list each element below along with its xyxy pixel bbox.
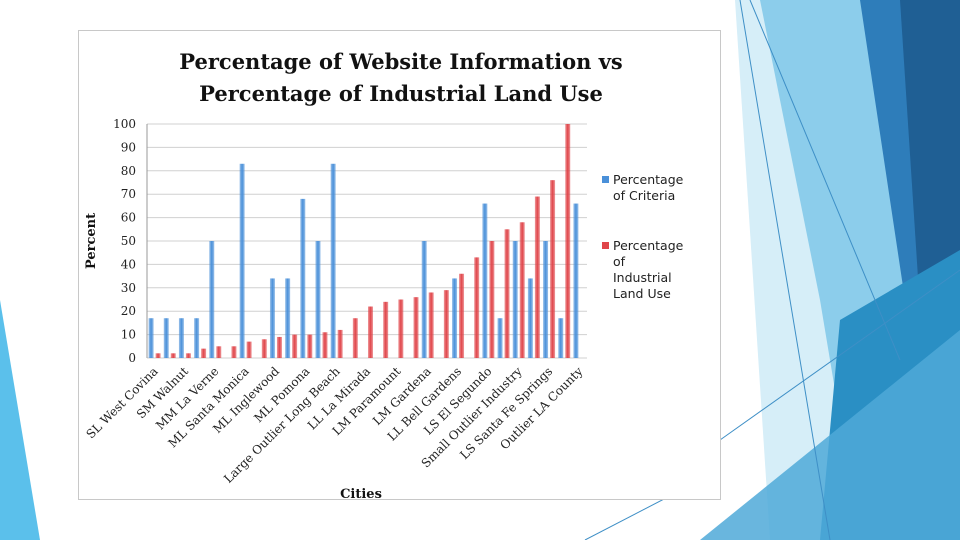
bar-criteria xyxy=(543,241,549,358)
bar-industrial xyxy=(489,241,495,358)
bar-industrial xyxy=(185,353,191,358)
bar-industrial xyxy=(216,346,222,358)
decor-line-3 xyxy=(719,269,960,441)
y-tick-label: 80 xyxy=(121,164,136,178)
bar-criteria xyxy=(269,278,275,358)
bar-industrial xyxy=(352,318,358,358)
bar-criteria xyxy=(194,318,200,358)
bar-industrial xyxy=(261,339,267,358)
bar-criteria xyxy=(330,163,336,358)
bar-industrial xyxy=(337,329,343,358)
bar-industrial xyxy=(474,257,480,358)
bar-chart: Percentage of Website Information vs Per… xyxy=(84,49,684,501)
bar-industrial xyxy=(443,290,449,358)
legend: Percentage of Criteria Percentage of Industr… xyxy=(602,172,684,301)
bar-criteria xyxy=(573,203,579,358)
bar-criteria xyxy=(285,278,291,358)
bar-criteria xyxy=(178,318,184,358)
decor-line-2 xyxy=(749,0,901,361)
y-axis-title: Percent xyxy=(84,213,99,269)
legend-swatch xyxy=(602,242,609,249)
bar-criteria xyxy=(527,278,533,358)
bar-industrial xyxy=(550,180,556,358)
chart-title-line1: Percentage of Website Information vs xyxy=(179,49,622,74)
y-tick-label: 30 xyxy=(121,281,136,295)
y-tick-label: 50 xyxy=(121,234,136,248)
y-tick-label: 90 xyxy=(121,140,136,154)
bar-criteria xyxy=(300,198,306,358)
y-tick-label: 20 xyxy=(121,304,136,318)
bar-industrial xyxy=(519,222,525,358)
y-tick-label: 10 xyxy=(121,328,136,342)
chart-frame: Percentage of Website Information vs Per… xyxy=(78,30,721,501)
y-tick-label: 60 xyxy=(121,211,136,225)
bar-industrial xyxy=(292,334,298,358)
decor-line-1 xyxy=(739,0,831,540)
decor-panel-cyan xyxy=(700,330,960,540)
bar-industrial xyxy=(307,334,313,358)
bar-criteria xyxy=(148,318,154,358)
bar-industrial xyxy=(170,353,176,358)
bar-criteria xyxy=(209,241,215,358)
legend-label: Percentage of Criteria xyxy=(613,172,684,203)
bar-criteria xyxy=(497,318,503,358)
legend-swatch xyxy=(602,176,609,183)
y-tick-label: 40 xyxy=(121,257,136,271)
bar-industrial xyxy=(322,332,328,358)
bar-industrial xyxy=(459,273,465,358)
bar-criteria xyxy=(452,278,458,358)
x-axis-title: Cities xyxy=(340,487,382,501)
legend-label: Percentage of Industrial Land Use xyxy=(613,238,684,301)
bar-industrial xyxy=(276,336,282,358)
bar-industrial xyxy=(246,341,252,358)
bar-criteria xyxy=(558,318,564,358)
bar-criteria xyxy=(421,241,427,358)
bar-industrial xyxy=(155,353,161,358)
y-tick-label: 100 xyxy=(113,117,136,131)
decor-left-strip xyxy=(0,300,40,540)
bar-criteria xyxy=(315,241,321,358)
bar-industrial xyxy=(383,301,389,358)
bar-industrial xyxy=(231,346,237,358)
chart-title-line2: Percentage of Industrial Land Use xyxy=(199,81,603,106)
bar-criteria xyxy=(512,241,518,358)
bar-criteria xyxy=(239,163,245,358)
bar-criteria xyxy=(482,203,488,358)
y-tick-label: 70 xyxy=(121,187,136,201)
bar-industrial xyxy=(504,229,510,358)
bar-industrial xyxy=(398,299,404,358)
y-tick-label: 0 xyxy=(128,351,136,365)
bar-criteria xyxy=(163,318,169,358)
bar-industrial xyxy=(428,292,434,358)
bar-industrial xyxy=(534,196,540,358)
bar-industrial xyxy=(565,124,571,358)
bar-industrial xyxy=(201,348,207,358)
bar-industrial xyxy=(368,306,373,358)
bar-industrial xyxy=(413,297,419,358)
